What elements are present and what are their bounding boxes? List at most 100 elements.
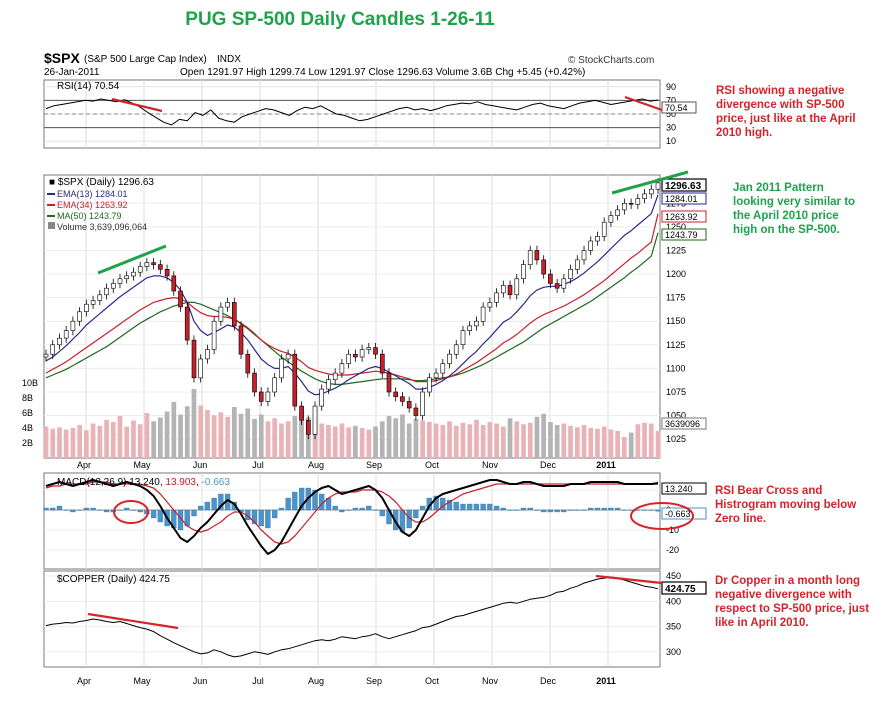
volume-bar-91 <box>655 431 661 458</box>
volume-bar-72 <box>527 422 533 459</box>
volume-bar-13 <box>131 420 136 458</box>
macd-hist-bar-23 <box>198 505 204 511</box>
macd-hist-value-label: -0.663 <box>665 509 691 519</box>
candle-body-5 <box>77 311 82 322</box>
candle-body-85 <box>615 209 620 216</box>
copper-line <box>45 576 659 658</box>
volume-bar-44 <box>339 423 345 458</box>
candle-body-65 <box>480 306 486 322</box>
macd-hist-bar-86 <box>621 509 628 511</box>
volume-bar-71 <box>521 424 526 459</box>
volume-bar-20 <box>178 414 183 458</box>
macd-hist-value-box <box>661 507 707 520</box>
volume-bar-58 <box>433 423 439 458</box>
candle-body-57 <box>426 377 432 393</box>
macd-hist-bar-4 <box>70 509 76 513</box>
copper-annotation: Dr Copper in a month long negative diver… <box>715 575 870 629</box>
volume-bar-53 <box>400 414 405 458</box>
macd-hist-bar-25 <box>211 497 217 511</box>
candle-body-49 <box>373 347 378 355</box>
candle-body-42 <box>326 379 331 390</box>
macd-cross-circle-jan <box>630 502 694 530</box>
ma50-line <box>45 232 659 385</box>
volume-bar-59 <box>440 425 446 458</box>
macd-hist-bar-84 <box>608 507 614 511</box>
volume-bar-50 <box>379 421 385 459</box>
candle-body-60 <box>447 353 452 364</box>
volume-bar-52 <box>393 418 399 459</box>
candle-body-86 <box>622 203 627 211</box>
candle-body-63 <box>467 325 473 331</box>
rsi-tick-4: 10 <box>666 136 676 146</box>
candle-body-66 <box>487 302 493 308</box>
volume-bar-67 <box>494 423 499 458</box>
x-axis-label-3-0: Jul <box>252 460 264 470</box>
price-tick-8: 1075 <box>666 387 686 397</box>
candle-body-10 <box>111 283 116 289</box>
candle-body-89 <box>642 193 647 199</box>
volume-bar-38 <box>299 412 304 459</box>
candle-body-24 <box>205 349 210 360</box>
volume-bar-42 <box>326 425 331 458</box>
x-axis-label-9-0: 2011 <box>596 460 616 470</box>
rsi-tick-0: 90 <box>666 82 676 92</box>
candle-body-25 <box>211 320 217 350</box>
macd-hist-bar-37 <box>292 491 298 511</box>
ma50-value-label: 1243.79 <box>665 230 698 240</box>
candle-body-67 <box>494 292 499 303</box>
macd-hist-value: -0.663 <box>202 477 231 488</box>
macd-hist-bar-78 <box>567 509 574 511</box>
volume-bar-21 <box>184 406 190 459</box>
candle-body-84 <box>608 215 614 223</box>
macd-panel-frame <box>43 472 661 570</box>
candle-body-76 <box>554 283 560 289</box>
candle-body-78 <box>568 268 573 279</box>
exchange-label: INDX <box>217 54 241 65</box>
macd-hist-bar-69 <box>507 509 513 511</box>
copper-value-label: 424.75 <box>665 584 696 595</box>
price-tick-10: 1025 <box>666 434 686 444</box>
macd-hist-bar-88 <box>635 509 641 511</box>
volume-bar-77 <box>561 423 567 458</box>
macd-hist-bar-14 <box>137 509 143 513</box>
macd-hist-bar-0 <box>43 507 49 511</box>
candle-body-3 <box>63 330 69 339</box>
candle-body-45 <box>346 353 351 364</box>
volume-bar-54 <box>406 423 412 458</box>
volume-bar-23 <box>198 405 204 458</box>
price-tick-4: 1175 <box>666 293 685 303</box>
macd-hist-bar-34 <box>272 509 278 519</box>
candle-body-2 <box>57 337 62 346</box>
candle-body-88 <box>635 198 641 205</box>
volume-bar-10 <box>110 422 116 458</box>
volume-bar-22 <box>191 389 197 458</box>
x-axis-label-7-1: Nov <box>482 676 499 686</box>
macd-tick-2: -10 <box>666 525 679 535</box>
candle-body-43 <box>332 372 338 381</box>
x-axis-label-1-1: May <box>133 676 151 686</box>
x-axis-label-8-0: Dec <box>540 460 557 470</box>
macd-hist-bar-68 <box>500 507 506 511</box>
volume-bar-90 <box>648 423 654 458</box>
volume-bar-80 <box>581 425 587 458</box>
volume-bar-47 <box>359 428 365 458</box>
volume-bar-74 <box>541 413 546 459</box>
volume-bar-65 <box>480 425 486 458</box>
macd-hist-bar-6 <box>83 507 90 511</box>
macd-hist-bar-85 <box>614 507 621 511</box>
ma50-value-box <box>661 228 707 241</box>
candle-body-40 <box>312 405 318 435</box>
volume-bar-76 <box>554 425 560 458</box>
macd-hist-bar-32 <box>258 509 264 527</box>
candle-body-14 <box>137 266 143 273</box>
candle-body-21 <box>184 306 190 341</box>
rsi-divergence-line-jan <box>624 95 663 112</box>
candle-body-46 <box>353 353 358 358</box>
macd-hist-bar-77 <box>561 509 567 513</box>
macd-hist-bar-56 <box>419 505 426 511</box>
macd-cross-circle-apr <box>113 500 149 524</box>
macd-hist-bar-35 <box>278 507 285 511</box>
macd-hist-bar-76 <box>554 509 560 513</box>
candle-body-13 <box>131 271 136 277</box>
copper-tick-1: 400 <box>666 596 681 606</box>
